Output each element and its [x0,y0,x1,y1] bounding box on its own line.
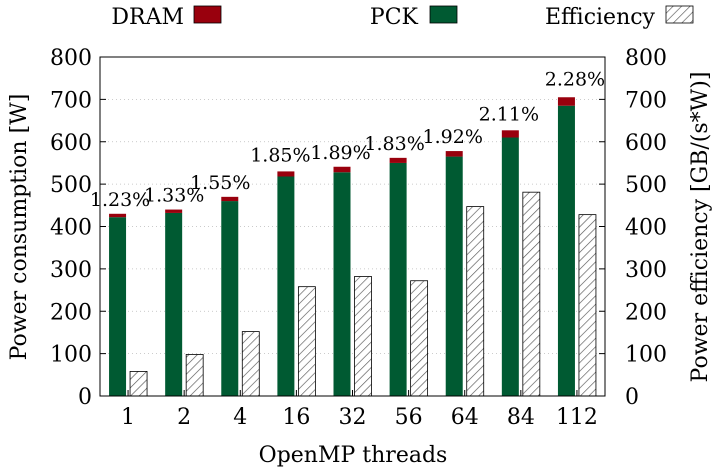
bar-efficiency-4 [241,331,260,397]
x-tick-label-1: 1 [121,405,135,430]
legend-swatch-dram [193,5,222,24]
x-axis-label: OpenMP threads [259,443,448,468]
y2-tick-label-0: 0 [625,385,639,410]
legend: DRAM PCK Efficiency [111,5,694,30]
bar-pck-64 [445,156,463,396]
bar-dram-56 [389,157,407,163]
bar-pck-56 [389,162,407,396]
y-tick-label-7: 700 [50,88,92,113]
y-tick-label-4: 400 [50,216,92,241]
gridlines [100,98,605,355]
y-tick-label-8: 800 [50,46,92,71]
y-tick-label-1: 100 [50,343,92,368]
bar-pck-2 [165,212,183,396]
y-axis-label: Power consumption [W] [7,94,32,361]
bar-efficiency-84 [522,191,541,397]
x-axis: 1 2 4 16 32 56 64 84 112 [121,390,598,430]
bar-dram-1 [109,213,127,218]
x-tick-label-84: 84 [507,405,535,430]
annotation-1: 1.23% [90,189,150,211]
annotation-16: 1.85% [250,144,310,166]
bar-dram-64 [445,151,463,157]
bar-efficiency-16 [297,286,316,397]
y-tick-label-0: 0 [78,385,92,410]
bar-pck-4 [221,201,239,396]
y-axis-left: 0 100 200 300 400 500 600 700 800 [50,46,106,410]
legend-label-dram: DRAM [111,5,184,30]
x-tick-label-64: 64 [451,405,479,430]
annotation-84: 2.11% [479,103,539,125]
bar-pck-84 [501,137,519,396]
y-tick-label-3: 300 [50,258,92,283]
legend-swatch-pck [429,5,458,24]
annotation-56: 1.83% [364,133,424,155]
bar-efficiency-64 [466,206,485,397]
x-tick-label-32: 32 [339,405,367,430]
bar-efficiency-32 [354,276,372,397]
x-tick-label-16: 16 [282,405,310,430]
bar-dram-32 [333,166,351,173]
bar-dram-4 [221,196,239,202]
y-tick-label-2: 200 [50,300,92,325]
bar-efficiency-1 [129,371,148,397]
y2-tick-label-7: 700 [625,88,667,113]
bar-pck-1 [109,217,127,396]
bar-dram-2 [165,209,183,213]
annotation-32: 1.89% [310,142,370,164]
x-tick-label-112: 112 [556,405,598,430]
bar-pck-16 [277,176,295,396]
y2-tick-label-2: 200 [625,300,667,325]
annotation-112: 2.28% [545,68,605,90]
bar-efficiency-2 [185,354,204,397]
bar-dram-16 [277,171,295,177]
x-tick-label-4: 4 [233,405,247,430]
bar-pck-112 [557,105,575,396]
x-tick-label-56: 56 [395,405,423,430]
y2-tick-label-5: 500 [625,173,667,198]
legend-label-efficiency: Efficiency [545,5,656,30]
annotations: 1.23%1.33%1.55%1.85% 1.89%1.83%1.92%2.11%… [90,68,605,211]
bars [109,97,597,397]
y-axis-right: 0 100 200 300 400 500 600 700 800 [599,46,667,410]
bar-efficiency-56 [410,280,429,397]
annotation-64: 1.92% [423,126,483,148]
annotation-4: 1.55% [190,172,250,194]
y2-tick-label-4: 400 [625,216,667,241]
bar-dram-112 [557,97,575,106]
y2-tick-label-3: 300 [625,258,667,283]
bar-pck-32 [333,172,351,396]
y2-axis-label: Power efficiency [GB/(s*W)] [688,72,713,383]
y2-tick-label-1: 100 [625,343,667,368]
y2-tick-label-8: 800 [625,46,667,71]
y2-tick-label-6: 600 [625,131,667,156]
bar-efficiency-112 [578,214,597,397]
legend-label-pck: PCK [370,5,419,30]
x-tick-label-2: 2 [177,405,191,430]
y-tick-label-6: 600 [50,131,92,156]
y-tick-label-5: 500 [50,173,92,198]
legend-swatch-efficiency [665,5,694,24]
annotation-2: 1.33% [144,185,204,207]
bar-dram-84 [501,130,519,138]
